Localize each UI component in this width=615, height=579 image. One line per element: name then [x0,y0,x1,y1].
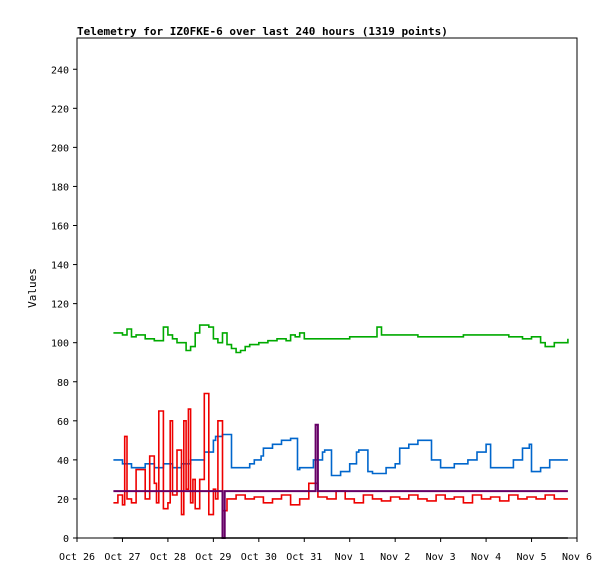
y-tick-label: 20 [57,495,69,506]
y-tick-label: 0 [63,534,69,545]
x-tick-label: Oct 31 [286,552,322,563]
y-tick-label: 80 [57,378,69,389]
x-tick-label: Nov 4 [471,552,501,563]
y-tick-label: 240 [51,65,69,76]
x-axis: Oct 26 Oct 27 Oct 28 Oct 29 Oct 30 Oct 31 Nov … [59,538,592,563]
chart-title: Telemetry for IZ0FKE-6 over last 240 hou… [77,25,448,38]
x-tick-label: Nov 3 [426,552,456,563]
x-tick-label: Oct 27 [104,552,140,563]
y-axis: 0 20 40 60 80 100 120 140 160 180 200 220 240 [51,65,77,545]
x-tick-label: Oct 29 [195,552,231,563]
x-tick-label: Nov 5 [516,552,546,563]
x-tick-label: Nov 1 [335,552,365,563]
y-tick-label: 100 [51,339,69,350]
y-tick-label: 160 [51,222,69,233]
y-tick-label: 180 [51,182,69,193]
y-tick-label: 200 [51,143,69,154]
series-line-1 [113,324,569,354]
x-tick-label: Oct 28 [150,552,186,563]
x-tick-label: Oct 30 [241,552,277,563]
x-tick-label: Nov 6 [562,552,592,563]
x-tick-label: Oct 26 [59,552,95,563]
series-line-3 [113,392,568,516]
plot-frame [76,37,578,539]
y-tick-label: 60 [57,417,69,428]
y-tick-label: 40 [57,456,69,467]
series-line-4 [113,423,568,539]
x-tick-label: Nov 2 [380,552,410,563]
y-tick-label: 140 [51,261,69,272]
series-layer [113,324,569,539]
y-tick-label: 220 [51,104,69,115]
y-tick-label: 120 [51,300,69,311]
y-axis-label: Values [26,268,39,308]
